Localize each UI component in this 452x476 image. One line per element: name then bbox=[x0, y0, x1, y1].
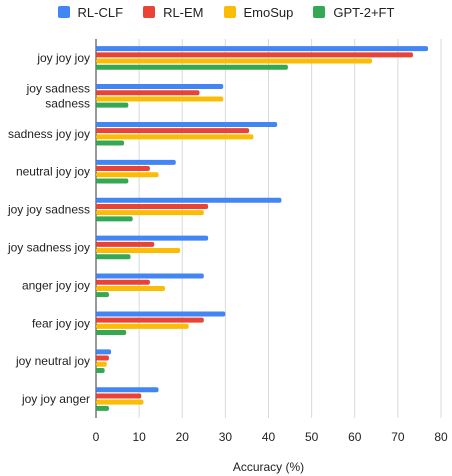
legend-swatch bbox=[223, 6, 236, 18]
y-category-label: joy joy anger bbox=[21, 392, 90, 406]
y-category-label: joy neutral joy bbox=[15, 354, 90, 368]
bar bbox=[96, 46, 429, 52]
bar bbox=[96, 361, 107, 367]
x-tick-label: 20 bbox=[176, 430, 190, 444]
bar bbox=[96, 367, 105, 373]
bar bbox=[96, 285, 165, 291]
legend-label: GPT-2+FT bbox=[333, 4, 395, 20]
bar bbox=[96, 64, 288, 70]
bar bbox=[96, 241, 155, 247]
x-tick-label: 40 bbox=[262, 430, 276, 444]
y-category-label: joy sadness joy bbox=[7, 240, 90, 254]
x-tick-label: 60 bbox=[348, 430, 362, 444]
bar bbox=[96, 134, 254, 140]
bar bbox=[96, 387, 159, 393]
legend-item-rl-em: RL-EM bbox=[143, 4, 204, 20]
y-category-label: neutral joy joy bbox=[16, 165, 90, 179]
bar bbox=[96, 140, 125, 146]
x-tick-label: 70 bbox=[391, 430, 405, 444]
legend-item-rl-clf: RL-CLF bbox=[57, 4, 124, 20]
bar bbox=[96, 197, 282, 203]
bar bbox=[96, 96, 224, 102]
y-category-label: joy sadness bbox=[26, 81, 90, 95]
bar bbox=[96, 323, 189, 329]
legend-swatch bbox=[57, 6, 70, 18]
x-tick-label: 50 bbox=[305, 430, 319, 444]
bar bbox=[96, 292, 109, 298]
bar bbox=[96, 166, 150, 172]
bar bbox=[96, 349, 112, 355]
bar bbox=[96, 317, 204, 323]
bar bbox=[96, 128, 250, 134]
bar bbox=[96, 172, 159, 178]
x-tick-label: 80 bbox=[434, 430, 448, 444]
legend-swatch bbox=[143, 6, 156, 18]
bar bbox=[96, 399, 144, 405]
y-category-label: joy joy sadness bbox=[7, 203, 90, 217]
bar bbox=[96, 273, 204, 279]
legend-label: RL-CLF bbox=[77, 4, 124, 20]
x-tick-label: 10 bbox=[132, 430, 146, 444]
chart-legend: RL-CLF RL-EM EmoSup GPT-2+FT bbox=[0, 3, 452, 21]
y-category-label: sadness joy joy bbox=[8, 127, 90, 141]
legend-swatch bbox=[313, 6, 326, 18]
bar bbox=[96, 90, 200, 96]
legend-item-emosup: EmoSup bbox=[223, 4, 294, 20]
bar bbox=[96, 159, 176, 165]
bar bbox=[96, 84, 224, 90]
x-tick-label: 30 bbox=[219, 430, 233, 444]
bar bbox=[96, 248, 181, 254]
y-category-label: sadness bbox=[45, 96, 90, 110]
x-axis-title: Accuracy (%) bbox=[232, 460, 305, 474]
legend-label: EmoSup bbox=[243, 4, 294, 20]
x-tick-label: 0 bbox=[93, 430, 100, 444]
bar bbox=[96, 393, 142, 399]
bar bbox=[96, 102, 129, 108]
legend-item-gpt2-ft: GPT-2+FT bbox=[313, 5, 394, 20]
y-category-label: joy joy joy bbox=[36, 51, 90, 65]
bar bbox=[96, 216, 133, 222]
bar bbox=[96, 235, 209, 241]
bar bbox=[96, 203, 209, 209]
bar bbox=[96, 58, 372, 64]
y-category-label: fear joy joy bbox=[32, 316, 90, 330]
bar bbox=[96, 355, 109, 361]
bar bbox=[96, 210, 204, 216]
bar bbox=[96, 121, 278, 127]
bar bbox=[96, 405, 109, 411]
bar bbox=[96, 254, 131, 260]
bar bbox=[96, 52, 413, 58]
bar bbox=[96, 178, 129, 184]
y-category-label: anger joy joy bbox=[22, 278, 90, 292]
bar bbox=[96, 330, 127, 336]
legend-label: RL-EM bbox=[163, 4, 204, 20]
bar bbox=[96, 279, 150, 285]
bar bbox=[96, 311, 226, 317]
